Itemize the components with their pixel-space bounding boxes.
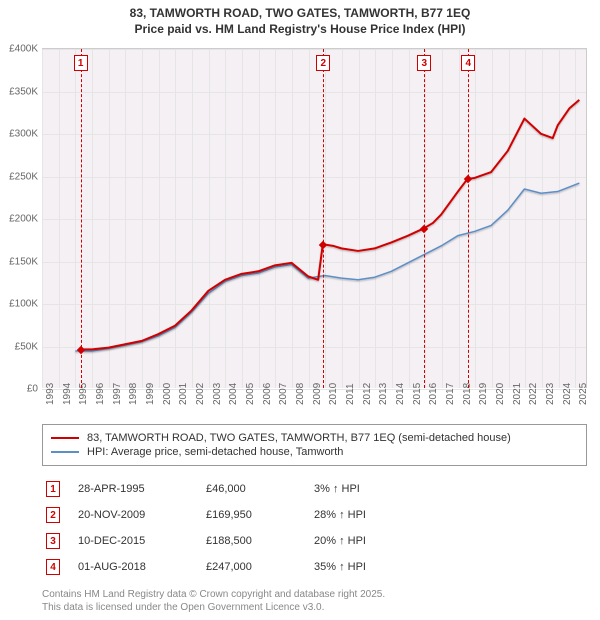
y-tick-label: £200K xyxy=(0,214,38,225)
event-number-badge: 1 xyxy=(46,481,60,497)
y-tick-label: £100K xyxy=(0,299,38,310)
legend-label: HPI: Average price, semi-detached house,… xyxy=(87,446,343,458)
legend-row: 83, TAMWORTH ROAD, TWO GATES, TAMWORTH, … xyxy=(51,432,578,444)
footer-line-2: This data is licensed under the Open Gov… xyxy=(42,601,385,614)
event-row: 2 20-NOV-2009 £169,950 28% ↑ HPI xyxy=(42,502,587,528)
y-tick-label: £50K xyxy=(0,341,38,352)
event-marker-badge: 2 xyxy=(316,55,330,71)
event-date: 01-AUG-2018 xyxy=(78,561,188,573)
event-number-badge: 2 xyxy=(46,507,60,523)
event-price: £46,000 xyxy=(206,483,296,495)
event-price: £247,000 xyxy=(206,561,296,573)
chart-lines xyxy=(42,49,586,388)
event-number-badge: 3 xyxy=(46,533,60,549)
event-row: 4 01-AUG-2018 £247,000 35% ↑ HPI xyxy=(42,554,587,580)
event-marker-line xyxy=(323,49,324,388)
title-line-1: 83, TAMWORTH ROAD, TWO GATES, TAMWORTH, … xyxy=(10,6,590,22)
event-date: 28-APR-1995 xyxy=(78,483,188,495)
y-tick-label: £400K xyxy=(0,44,38,55)
event-number-badge: 4 xyxy=(46,559,60,575)
y-tick-label: £300K xyxy=(0,129,38,140)
event-date: 20-NOV-2009 xyxy=(78,509,188,521)
event-hpi-diff: 35% ↑ HPI xyxy=(314,561,404,573)
event-row: 3 10-DEC-2015 £188,500 20% ↑ HPI xyxy=(42,528,587,554)
event-hpi-diff: 28% ↑ HPI xyxy=(314,509,404,521)
event-price: £188,500 xyxy=(206,535,296,547)
chart-title: 83, TAMWORTH ROAD, TWO GATES, TAMWORTH, … xyxy=(0,0,600,41)
legend-swatch xyxy=(51,437,79,439)
event-marker-badge: 1 xyxy=(74,55,88,71)
legend-swatch xyxy=(51,451,79,453)
legend-row: HPI: Average price, semi-detached house,… xyxy=(51,446,578,458)
y-tick-label: £0 xyxy=(0,384,38,395)
footer-line-1: Contains HM Land Registry data © Crown c… xyxy=(42,588,385,601)
event-marker-line xyxy=(468,49,469,388)
y-tick-label: £150K xyxy=(0,256,38,267)
y-tick-label: £250K xyxy=(0,171,38,182)
events-table: 1 28-APR-1995 £46,000 3% ↑ HPI 2 20-NOV-2009 £… xyxy=(42,476,587,580)
event-marker-line xyxy=(81,49,82,388)
event-marker-badge: 4 xyxy=(461,55,475,71)
chart-plot-area: £0£50K£100K£150K£200K£250K£300K£350K£400… xyxy=(42,48,587,388)
legend: 83, TAMWORTH ROAD, TWO GATES, TAMWORTH, … xyxy=(42,424,587,466)
event-marker-badge: 3 xyxy=(417,55,431,71)
event-marker-line xyxy=(424,49,425,388)
event-date: 10-DEC-2015 xyxy=(78,535,188,547)
event-hpi-diff: 3% ↑ HPI xyxy=(314,483,404,495)
attribution-footer: Contains HM Land Registry data © Crown c… xyxy=(42,588,385,614)
event-price: £169,950 xyxy=(206,509,296,521)
y-tick-label: £350K xyxy=(0,86,38,97)
legend-label: 83, TAMWORTH ROAD, TWO GATES, TAMWORTH, … xyxy=(87,432,511,444)
event-hpi-diff: 20% ↑ HPI xyxy=(314,535,404,547)
event-row: 1 28-APR-1995 £46,000 3% ↑ HPI xyxy=(42,476,587,502)
title-line-2: Price paid vs. HM Land Registry's House … xyxy=(10,22,590,38)
series-line xyxy=(81,100,580,349)
series-line xyxy=(75,183,579,351)
